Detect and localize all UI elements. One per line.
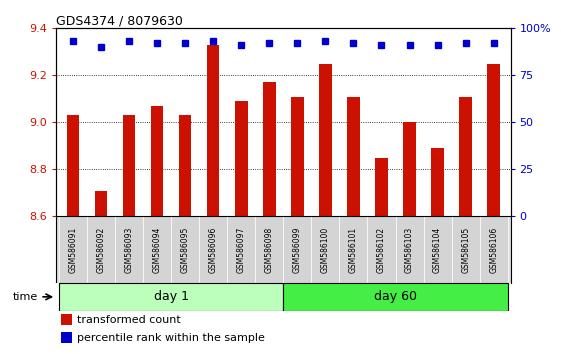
Bar [375, 158, 388, 216]
Bar [283, 216, 311, 283]
Bar [179, 115, 191, 216]
Bar [263, 82, 275, 216]
Bar [291, 97, 304, 216]
Bar [207, 45, 219, 216]
Bar [143, 216, 171, 283]
Bar [151, 106, 163, 216]
Bar [424, 216, 452, 283]
Bar [95, 190, 107, 216]
Text: percentile rank within the sample: percentile rank within the sample [76, 333, 264, 343]
Bar [67, 115, 79, 216]
Text: GSM586100: GSM586100 [321, 227, 330, 273]
Bar [255, 216, 283, 283]
Text: GSM586103: GSM586103 [405, 227, 414, 273]
Text: GSM586094: GSM586094 [153, 227, 162, 273]
Bar [87, 216, 115, 283]
Text: time: time [13, 292, 38, 302]
Bar [227, 216, 255, 283]
Text: day 1: day 1 [154, 290, 188, 303]
Text: day 60: day 60 [374, 290, 417, 303]
Text: GSM586106: GSM586106 [489, 227, 498, 273]
Bar [488, 64, 500, 216]
Bar [403, 122, 416, 216]
Bar [431, 148, 444, 216]
Bar [480, 216, 508, 283]
Bar [283, 283, 508, 310]
Bar [452, 216, 480, 283]
Bar [367, 216, 396, 283]
Bar [59, 283, 283, 310]
Text: GSM586093: GSM586093 [125, 227, 134, 273]
Text: GSM586101: GSM586101 [349, 227, 358, 273]
Bar [59, 216, 87, 283]
Text: transformed count: transformed count [76, 315, 180, 325]
Bar [347, 97, 360, 216]
Text: GSM586097: GSM586097 [237, 227, 246, 273]
Text: GSM586095: GSM586095 [181, 227, 190, 273]
Bar [61, 332, 72, 343]
Text: GSM586096: GSM586096 [209, 227, 218, 273]
Bar [339, 216, 367, 283]
Text: GSM586099: GSM586099 [293, 227, 302, 273]
Bar [459, 97, 472, 216]
Bar [311, 216, 339, 283]
Bar [319, 64, 332, 216]
Bar [199, 216, 227, 283]
Bar [235, 101, 247, 216]
Text: GDS4374 / 8079630: GDS4374 / 8079630 [56, 14, 183, 27]
Text: GSM586102: GSM586102 [377, 227, 386, 273]
Text: GSM586092: GSM586092 [96, 227, 105, 273]
Text: GSM586091: GSM586091 [68, 227, 77, 273]
Bar [396, 216, 424, 283]
Bar [61, 314, 72, 325]
Text: GSM586098: GSM586098 [265, 227, 274, 273]
Text: GSM586104: GSM586104 [433, 227, 442, 273]
Bar [123, 115, 135, 216]
Bar [171, 216, 199, 283]
Text: GSM586105: GSM586105 [461, 227, 470, 273]
Bar [115, 216, 143, 283]
